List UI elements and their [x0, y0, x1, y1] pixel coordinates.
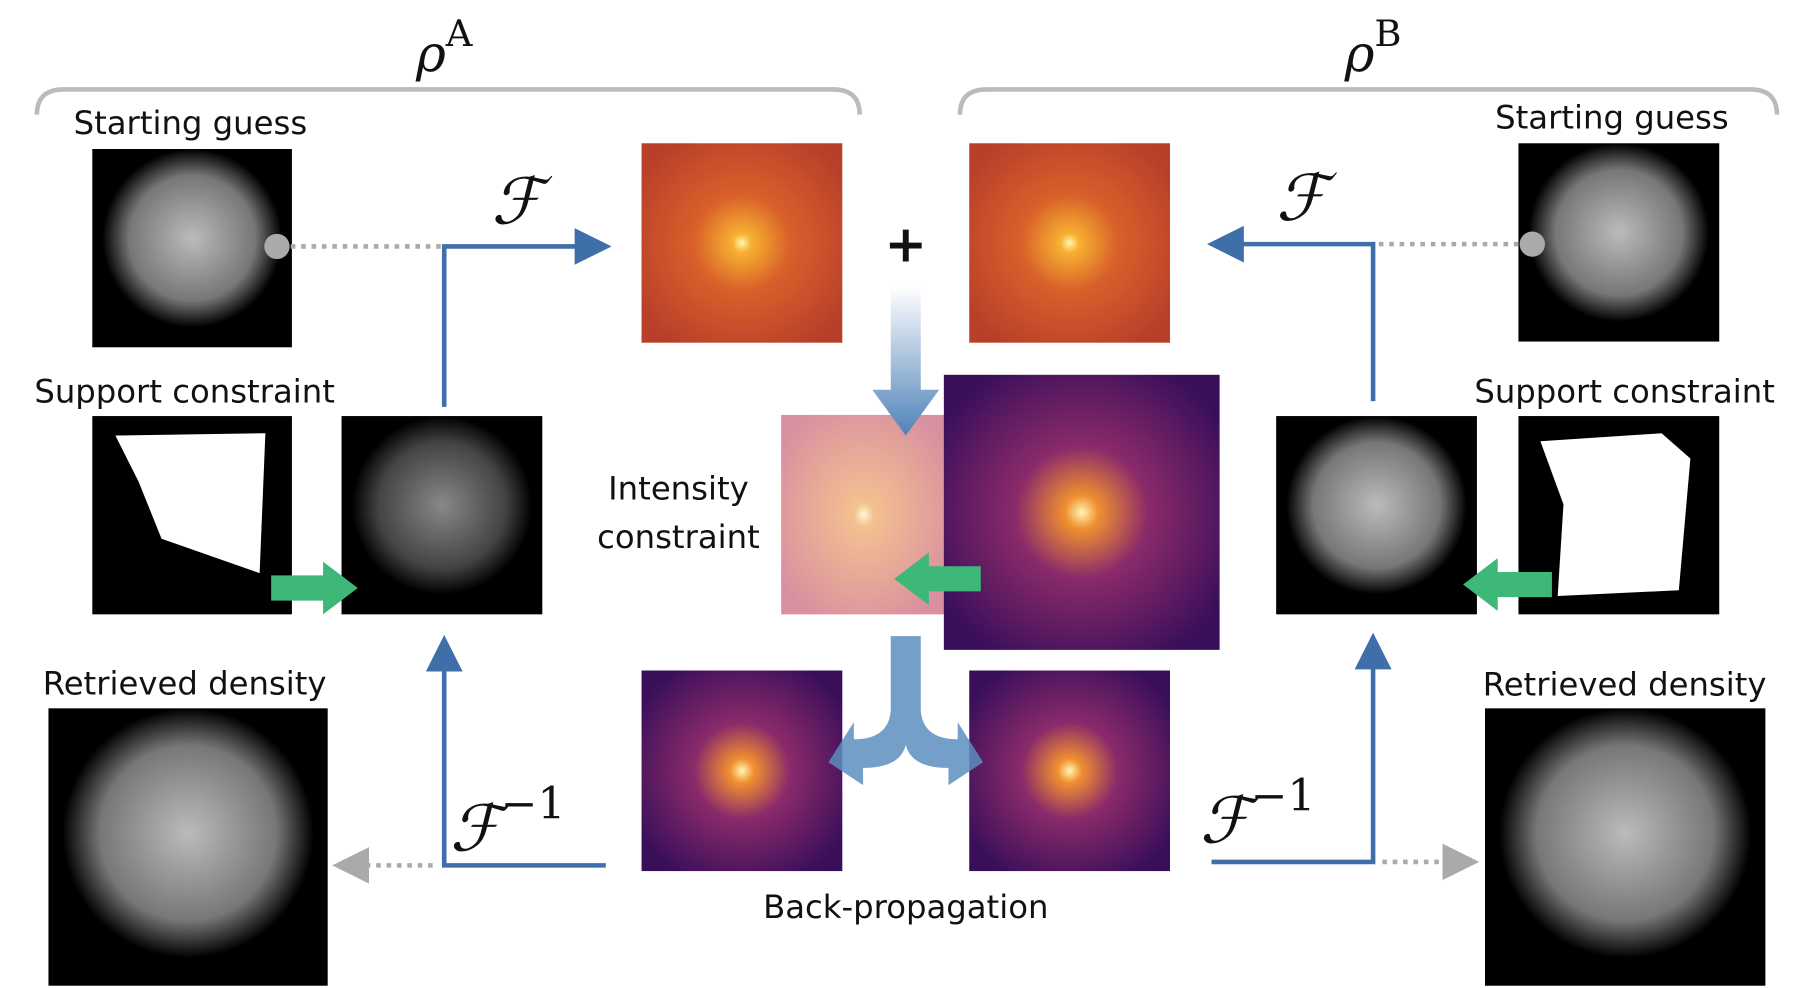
- image: [1518, 143, 1720, 342]
- label: Retrieved density: [1483, 666, 1767, 704]
- fourier: ℱ: [1276, 161, 1337, 236]
- fourier: ℱ: [492, 165, 553, 240]
- image: [943, 374, 1220, 650]
- inverse-fourier: ℱ−1: [1200, 770, 1315, 858]
- image: [1485, 708, 1766, 986]
- green-arrow: [271, 561, 358, 615]
- label: Back-propagation: [763, 888, 1048, 926]
- label: Retrieved density: [43, 665, 327, 703]
- arrow: [1211, 632, 1392, 865]
- split-arrow: [828, 636, 984, 786]
- plus: +: [884, 214, 927, 273]
- dot: [264, 233, 290, 260]
- inverse-fourier: ℱ−1: [450, 779, 565, 867]
- image: [969, 670, 1170, 872]
- image: [1276, 416, 1477, 615]
- dot: [1519, 231, 1545, 257]
- arrow: [1206, 225, 1376, 402]
- label: Starting guess: [1495, 98, 1729, 136]
- mask: [1540, 433, 1691, 597]
- image: [969, 143, 1170, 343]
- green-arrow: [1463, 558, 1552, 611]
- rho-a: ρA: [415, 12, 473, 83]
- brace: [957, 87, 1780, 115]
- mask: [115, 433, 266, 574]
- arrow: [425, 634, 606, 868]
- image: [341, 416, 543, 615]
- image: [641, 143, 843, 343]
- label: Starting guess: [74, 104, 308, 142]
- down-arrow: [872, 286, 940, 436]
- image: [92, 149, 292, 348]
- green-arrow: [894, 552, 981, 606]
- image: [48, 708, 328, 986]
- rho-b: ρB: [1344, 12, 1402, 83]
- label: Support constraint: [34, 372, 335, 410]
- arrow: [441, 228, 612, 407]
- label: constraint: [597, 518, 760, 556]
- image: [641, 670, 843, 872]
- label: Support constraint: [1474, 372, 1775, 410]
- label: Intensity: [608, 470, 749, 508]
- brace: [34, 87, 862, 115]
